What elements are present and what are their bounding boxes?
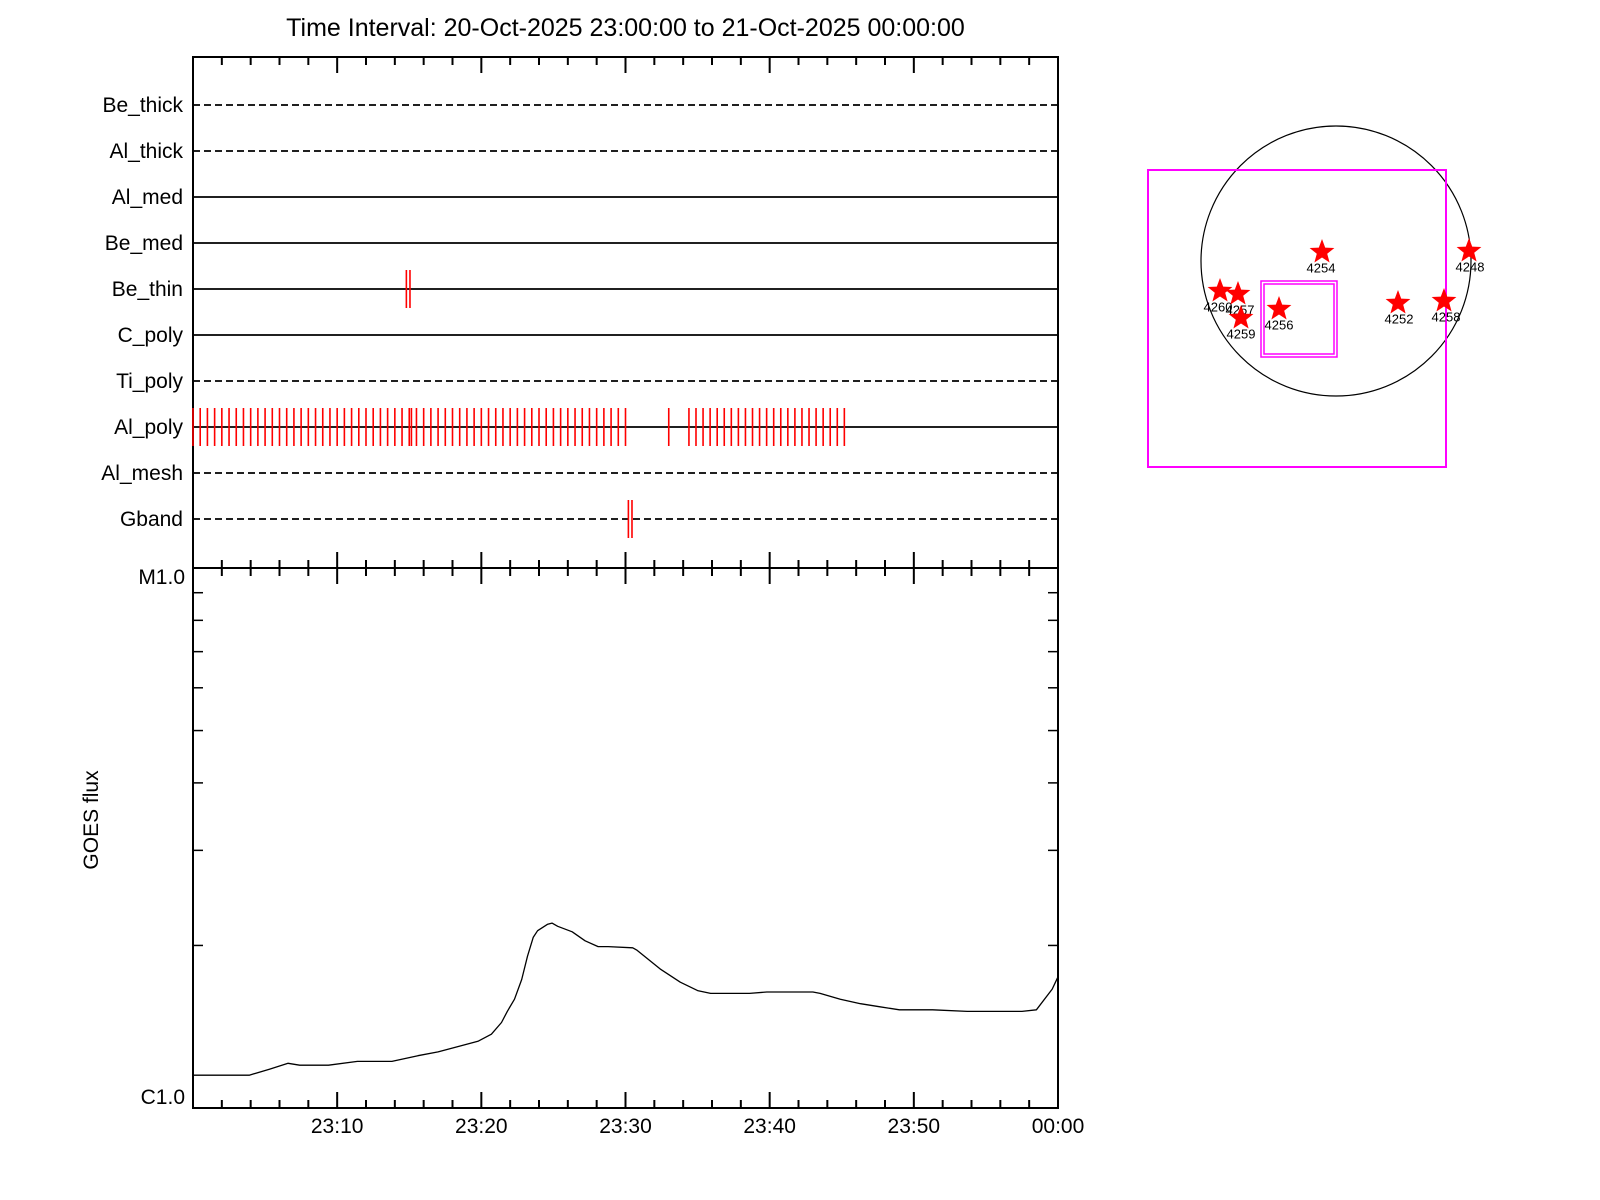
goes-flux-panel [192, 567, 1059, 1109]
active-region-label-4259: 4259 [1227, 327, 1256, 342]
x-tick-label-23:20: 23:20 [455, 1115, 508, 1138]
active-region-star-4258 [1431, 288, 1457, 312]
y-axis-title: GOES flux [80, 770, 103, 870]
active-region-label-4254: 4254 [1307, 261, 1336, 276]
active-region-label-4260: 4260 [1204, 300, 1233, 315]
active-region-star-4259 [1228, 305, 1254, 329]
active-region-star-4260 [1207, 278, 1233, 302]
channel-label-Al_thick: Al_thick [109, 140, 183, 163]
channel-label-Be_thin: Be_thin [112, 278, 183, 301]
active-region-label-4248: 4248 [1456, 260, 1485, 275]
channel-label-Be_thick: Be_thick [102, 94, 183, 117]
goes-flux-curve [193, 922, 1059, 1076]
x-tick-label-00:00: 00:00 [1032, 1115, 1085, 1138]
filter-timeline-panel [192, 56, 1059, 569]
channel-label-Gband: Gband [120, 508, 183, 531]
x-tick-label-23:40: 23:40 [743, 1115, 796, 1138]
active-region-star-4256 [1266, 296, 1292, 320]
fov-outer-box [1147, 169, 1447, 468]
active-region-star-4248 [1456, 238, 1482, 262]
x-tick-label-23:50: 23:50 [888, 1115, 941, 1138]
fov-inner-box [1260, 280, 1338, 358]
y-axis-top-label: M1.0 [138, 566, 185, 589]
chart-title: Time Interval: 20-Oct-2025 23:00:00 to 2… [286, 14, 965, 42]
active-region-label-4256: 4256 [1265, 318, 1294, 333]
channel-label-Be_med: Be_med [105, 232, 183, 255]
active-region-label-4258: 4258 [1432, 310, 1461, 325]
fov-inner-box-2 [1263, 283, 1335, 355]
y-axis-bottom-label: C1.0 [140, 1086, 185, 1109]
active-region-label-4252: 4252 [1385, 312, 1414, 327]
channel-label-Al_mesh: Al_mesh [101, 462, 183, 485]
active-region-star-4254 [1309, 239, 1335, 263]
active-region-star-4257 [1225, 281, 1251, 305]
solar-limb-circle [1200, 125, 1472, 397]
channel-label-C_poly: C_poly [118, 324, 184, 347]
x-tick-label-23:30: 23:30 [599, 1115, 652, 1138]
x-tick-label-23:10: 23:10 [311, 1115, 364, 1138]
channel-label-Al_med: Al_med [112, 186, 183, 209]
channel-label-Al_poly: Al_poly [114, 416, 183, 439]
active-region-star-4252 [1385, 290, 1411, 314]
channel-label-Ti_poly: Ti_poly [116, 370, 183, 393]
